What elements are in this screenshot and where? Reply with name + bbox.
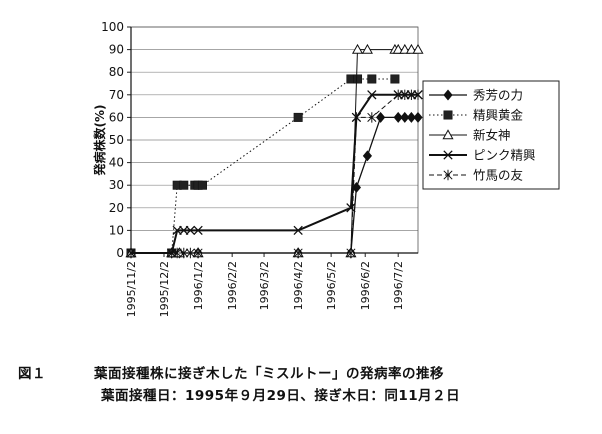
series-0-point-8 (376, 111, 386, 123)
x-tick-label-7: 1996/6/2 (359, 261, 372, 310)
y-tick-label-0: 0 (116, 246, 124, 260)
series-4-point-3 (179, 247, 189, 259)
series-3-point-6 (293, 225, 303, 236)
legend-marker-2 (442, 129, 454, 140)
legend-label-3: ピンク精興 (473, 148, 536, 163)
series-0-point-9 (393, 111, 403, 123)
figure-number: 図１ (18, 366, 46, 382)
y-tick-label-8: 80 (109, 65, 124, 79)
series-4-point-0 (126, 247, 136, 259)
series-2-point-9 (392, 43, 404, 54)
series-3-point-5 (193, 225, 203, 236)
series-4-point-13 (413, 89, 423, 100)
y-tick-label-10: 100 (101, 20, 124, 34)
legend-marker-3 (443, 150, 453, 160)
y-tick-label-4: 40 (109, 156, 124, 170)
series-1-point-3 (179, 180, 189, 190)
series-1-point-10 (367, 74, 377, 84)
series-3-point-9 (367, 90, 377, 100)
series-1-point-9 (353, 74, 363, 84)
axes: 0 10 20 30 40 50 60 70 80 90 100 1995/11/2 1995/12/2… (92, 20, 419, 317)
legend-marker-4 (443, 169, 453, 181)
series-0-point-6 (351, 181, 362, 193)
series-2-point-12 (412, 43, 424, 54)
series-line-4 (131, 94, 418, 254)
x-tick-label-1: 1995/12/2 (158, 261, 171, 317)
series-4-point-9 (367, 112, 377, 123)
disease-rate-chart: 0 10 20 30 40 50 60 70 80 90 100 1995/11/2 1995/12/2… (92, 20, 560, 317)
x-tick-label-5: 1996/4/2 (292, 261, 305, 310)
series-3-point-3 (179, 225, 189, 236)
series-0-point-7 (362, 150, 373, 162)
y-tick-label-5: 50 (109, 133, 124, 147)
series-3-point-2 (172, 225, 182, 236)
legend-label-2: 新女神 (473, 128, 511, 143)
figure-caption-title: 図１ 葉面接種株に接ぎ木した「ミスルトー」の発病率の推移 (18, 362, 598, 382)
y-tick-label-3: 30 (109, 178, 124, 192)
figure-caption-details: 葉面接種日：1995年９月29日、接ぎ木日：同11月２日 (101, 388, 461, 404)
series-lines (125, 43, 424, 259)
series-0-point-12 (413, 111, 423, 123)
caption-title: 葉面接種株に接ぎ木した「ミスルトー」の発病率の推移 (94, 366, 444, 382)
series-4-point-2 (172, 247, 182, 259)
legend-label-1: 精興黄金 (473, 108, 524, 123)
series-0-point-11 (406, 111, 416, 123)
series-0-point-10 (400, 111, 410, 123)
x-tick-label-6: 1996/5/2 (325, 261, 338, 310)
series-2-point-11 (405, 43, 417, 54)
x-tick-label-3: 1996/2/2 (226, 261, 239, 310)
series-1-point-11 (390, 74, 400, 84)
y-tick-label-6: 60 (109, 110, 124, 124)
y-tick-label-1: 10 (109, 223, 124, 237)
series-3-point-4 (185, 225, 196, 236)
y-tick-label-7: 70 (109, 88, 124, 102)
legend-marker-1 (443, 110, 453, 120)
series-2-point-10 (399, 43, 411, 54)
x-tick-label-2: 1996/1/2 (192, 261, 205, 310)
series-4-point-12 (406, 89, 416, 100)
series-2-point-7 (361, 43, 373, 54)
series-4-point-5 (193, 247, 203, 259)
series-3-point-7 (346, 203, 356, 213)
series-4-point-6 (293, 247, 303, 259)
series-4-point-10 (393, 89, 403, 100)
y-tick-label-9: 90 (109, 43, 124, 57)
x-tick-label-8: 1996/7/2 (392, 261, 405, 310)
series-4-point-11 (400, 89, 410, 100)
x-tick-label-0: 1995/11/2 (125, 261, 138, 317)
series-4-point-4 (185, 247, 195, 259)
legend-label-0: 秀芳の力 (473, 88, 523, 103)
legend-marker-0 (443, 89, 453, 101)
series-1-point-7 (293, 112, 303, 122)
gridlines (131, 26, 418, 231)
series-1-point-6 (197, 180, 207, 190)
series-4-point-8 (351, 112, 361, 123)
series-4-point-7 (346, 247, 356, 259)
x-tick-label-4: 1996/3/2 (258, 261, 271, 310)
legend-label-4: 竹馬の友 (473, 168, 523, 183)
y-tick-label-2: 20 (109, 201, 124, 215)
series-2-point-6 (351, 43, 364, 54)
y-axis-label: 発病株数(%) (92, 105, 107, 177)
